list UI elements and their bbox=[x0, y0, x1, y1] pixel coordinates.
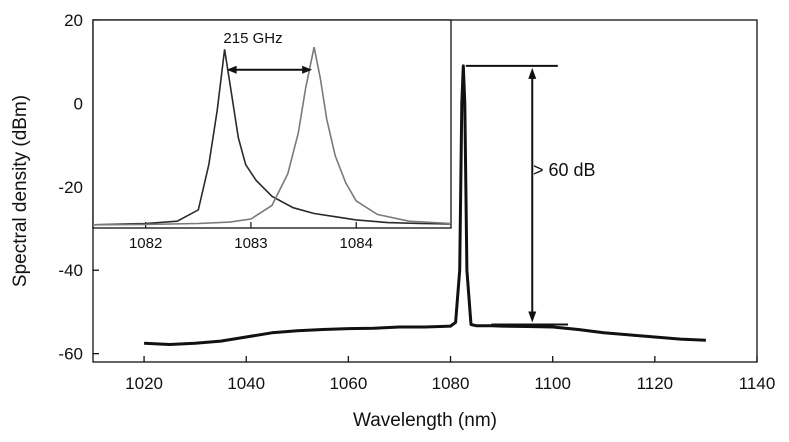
separation-arrow-head-right bbox=[302, 65, 313, 74]
arrow-head-down bbox=[528, 311, 537, 323]
main-axis-labels: 1020 1040 1060 1080 1100 1120 1140 -60 -40 -20 0 20 bbox=[58, 11, 775, 393]
y-axis-title: Spectral density (dBm) bbox=[10, 95, 31, 287]
x-tick-label: 1120 bbox=[637, 374, 674, 393]
y-tick-label: -60 bbox=[58, 345, 83, 364]
inset-x-tick-label: 1082 bbox=[129, 235, 162, 252]
inset-frame bbox=[92, 19, 452, 229]
arrow-head-up bbox=[528, 67, 537, 79]
inset-series-line-2 bbox=[92, 46, 452, 226]
inset-series-line-1 bbox=[92, 49, 452, 226]
x-tick-label: 1080 bbox=[432, 374, 470, 393]
extinction-ratio-annotation bbox=[465, 64, 569, 326]
x-tick-label: 1100 bbox=[534, 374, 571, 393]
inset-x-tick-label: 1083 bbox=[234, 235, 267, 252]
x-tick-label: 1040 bbox=[227, 374, 265, 393]
x-tick-label: 1020 bbox=[125, 374, 163, 393]
y-tick-label: 0 bbox=[74, 94, 83, 113]
x-tick-label: 1140 bbox=[739, 374, 776, 393]
y-tick-label: 20 bbox=[64, 11, 83, 30]
extinction-ratio-label: > 60 dB bbox=[533, 160, 596, 180]
inset-x-tick-label: 1084 bbox=[340, 235, 373, 252]
inset-axis-labels: 1082 1083 1084 bbox=[129, 235, 373, 252]
separation-arrow-head-left bbox=[226, 65, 237, 74]
inset-separation-label: 215 GHz bbox=[223, 30, 282, 47]
spectrum-series-line bbox=[144, 64, 706, 346]
x-axis-title: Wavelength (nm) bbox=[353, 410, 497, 431]
y-tick-label: -20 bbox=[58, 178, 83, 197]
inset-chart: 1082 1083 1084 215 GHz bbox=[92, 19, 452, 252]
y-tick-label: -40 bbox=[58, 261, 83, 280]
inset-separation-arrow bbox=[226, 65, 313, 74]
x-tick-label: 1060 bbox=[329, 374, 367, 393]
